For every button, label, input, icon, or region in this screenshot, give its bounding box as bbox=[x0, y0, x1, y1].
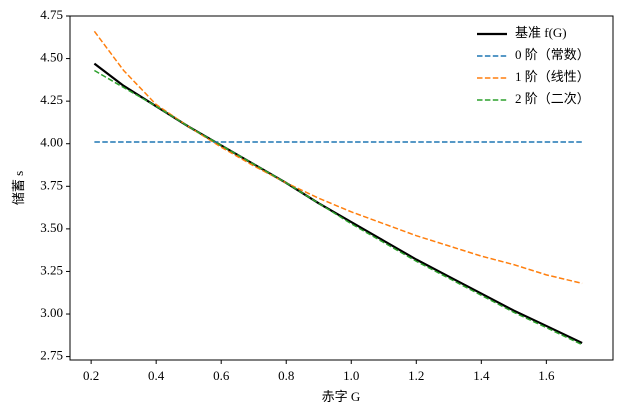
y-tick-label: 4.50 bbox=[40, 50, 63, 65]
y-axis-label: 储蓄 s bbox=[11, 171, 26, 205]
y-tick-label: 3.75 bbox=[40, 177, 63, 192]
y-tick-label: 3.00 bbox=[40, 305, 63, 320]
legend-label: 基准 f(G) bbox=[515, 25, 567, 40]
plot-frame bbox=[69, 15, 614, 361]
x-tick-label: 0.4 bbox=[148, 368, 165, 383]
y-tick-label: 3.25 bbox=[40, 262, 63, 277]
x-tick-label: 0.6 bbox=[213, 368, 230, 383]
legend-label: 1 阶（线性） bbox=[515, 69, 590, 84]
series-line bbox=[93, 30, 583, 285]
y-tick-label: 4.75 bbox=[40, 7, 63, 22]
y-tick-label: 4.00 bbox=[40, 135, 63, 150]
x-tick-label: 1.2 bbox=[408, 368, 424, 383]
legend-label: 2 阶（二次） bbox=[515, 91, 590, 106]
legend-label: 0 阶（常数） bbox=[515, 47, 590, 62]
x-tick-label: 1.0 bbox=[343, 368, 359, 383]
x-tick-label: 1.4 bbox=[473, 368, 490, 383]
y-tick-label: 4.25 bbox=[40, 92, 63, 107]
x-tick-label: 1.6 bbox=[538, 368, 555, 383]
y-tick-label: 3.50 bbox=[40, 220, 63, 235]
x-tick-label: 0.2 bbox=[83, 368, 99, 383]
x-axis-label: 赤字 G bbox=[322, 389, 361, 404]
x-tick-label: 0.8 bbox=[278, 368, 294, 383]
series-line bbox=[94, 69, 583, 346]
y-tick-label: 2.75 bbox=[40, 348, 63, 363]
series-line bbox=[93, 62, 583, 344]
